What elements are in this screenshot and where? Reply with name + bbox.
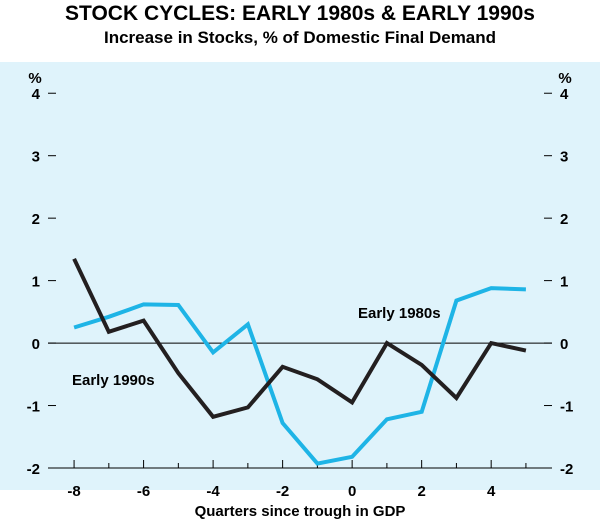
x-tick-label: 4: [487, 483, 496, 500]
x-tick-label: -2: [276, 483, 289, 500]
y-tick-label-left: -1: [27, 399, 40, 416]
chart-subtitle: Increase in Stocks, % of Domestic Final …: [103, 28, 497, 47]
y-tick-label-left: 0: [32, 336, 40, 353]
x-tick-label: -4: [206, 483, 220, 500]
y-axis-left-unit: %: [28, 70, 41, 87]
x-tick-label: 2: [417, 483, 425, 500]
y-tick-label-left: 1: [32, 274, 40, 291]
y-tick-label-right: 3: [560, 149, 568, 166]
y-tick-label-left: -2: [27, 461, 40, 478]
y-tick-label-right: -1: [560, 399, 573, 416]
y-tick-label-right: 0: [560, 336, 568, 353]
plot-background: [0, 62, 600, 490]
y-axis-right-unit: %: [558, 70, 571, 87]
chart-title: STOCK CYCLES: EARLY 1980s & EARLY 1990s: [65, 2, 535, 25]
x-axis-label: Quarters since trough in GDP: [195, 503, 406, 520]
series-line-early-1980s: [73, 286, 526, 466]
y-tick-label-left: 3: [32, 149, 40, 166]
y-tick-label-right: 1: [560, 274, 568, 291]
x-tick-label: -6: [137, 483, 150, 500]
series-label-early-1980s: Early 1980s: [358, 305, 441, 322]
x-tick-label: 0: [348, 483, 356, 500]
y-tick-label-right: 4: [560, 86, 569, 103]
y-tick-label-left: 4: [32, 86, 41, 103]
y-tick-label-right: 2: [560, 211, 568, 228]
x-tick-label: -8: [67, 483, 80, 500]
series-label-early-1990s: Early 1990s: [72, 372, 155, 389]
y-tick-label-left: 2: [32, 211, 40, 228]
series-line-early-1990s: [72, 257, 527, 420]
y-tick-label-right: -2: [560, 461, 573, 478]
